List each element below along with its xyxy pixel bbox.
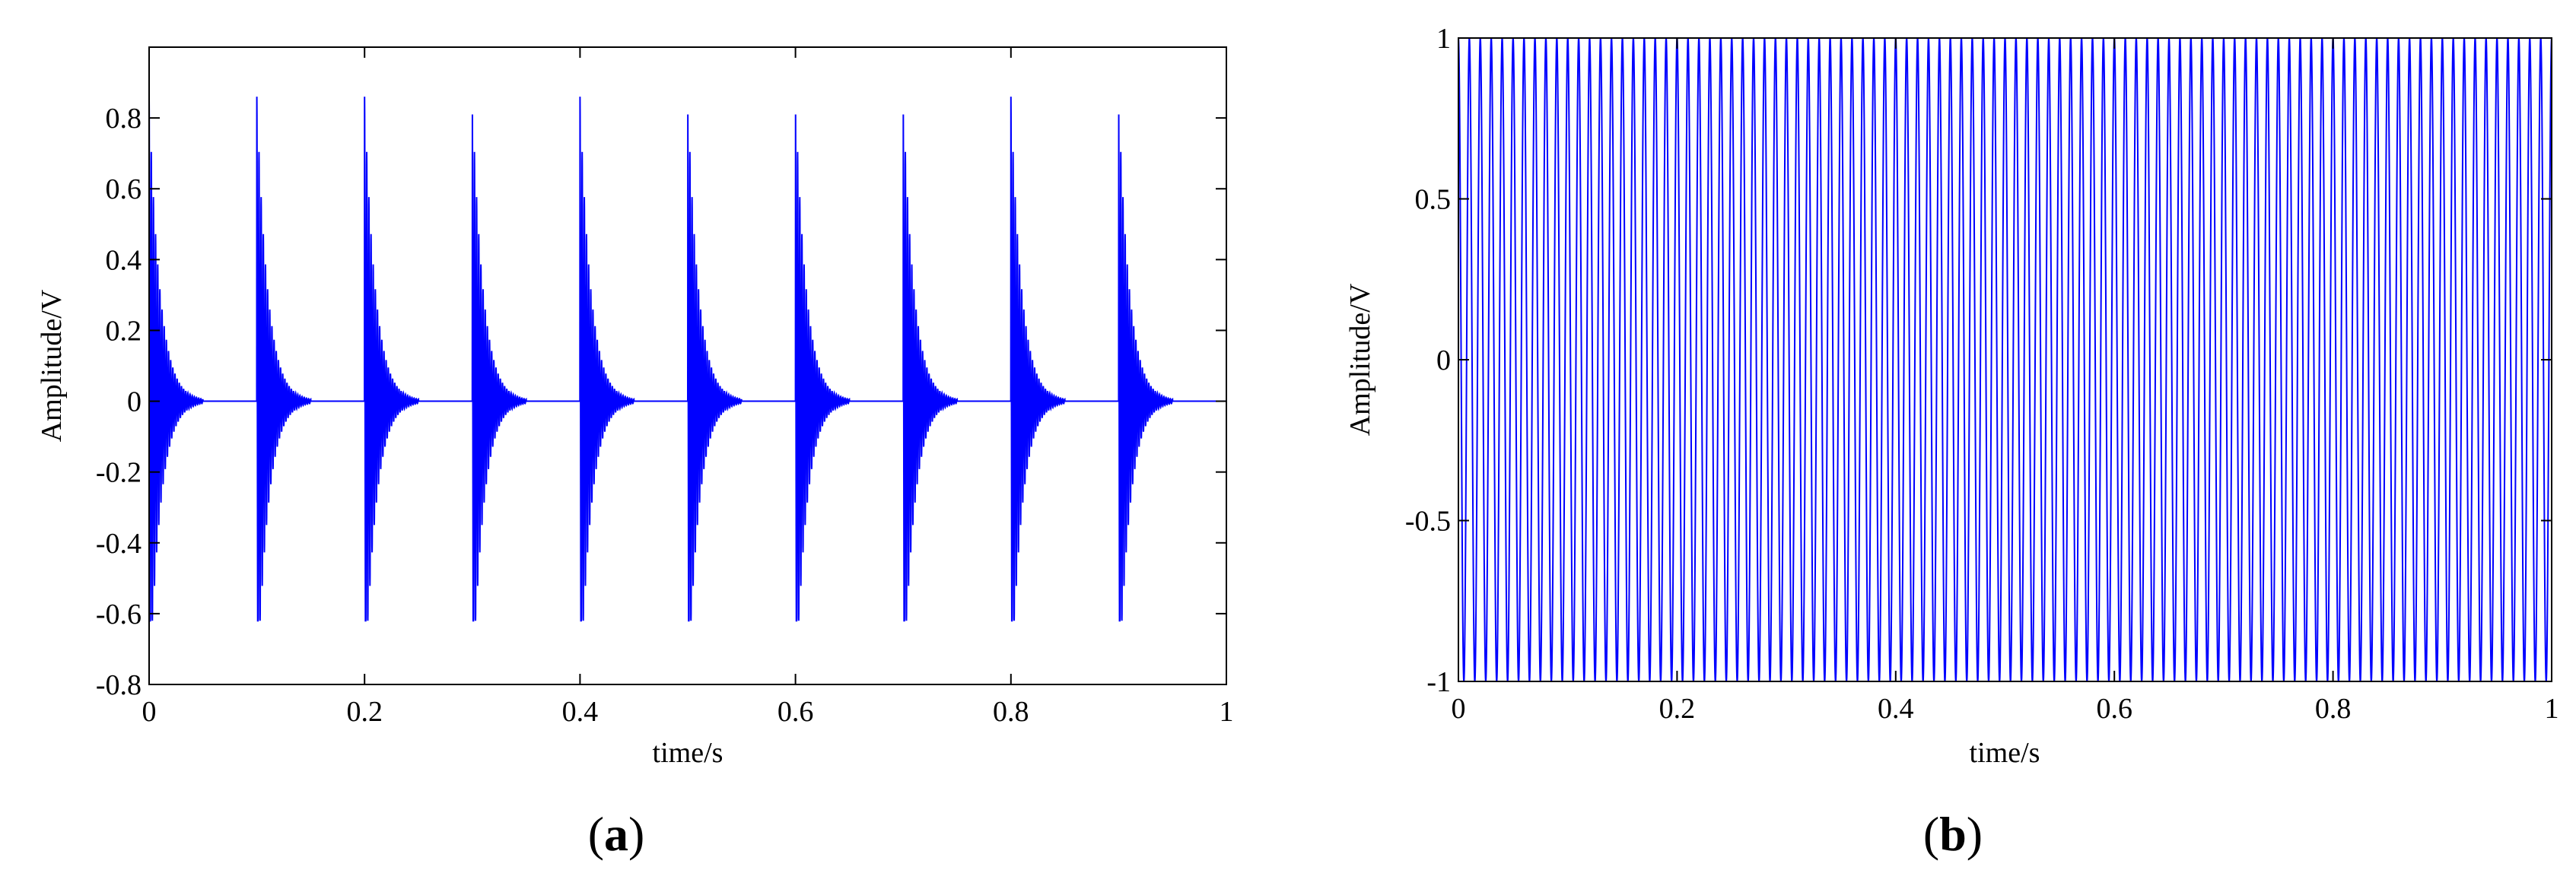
series-b-signal-line <box>1458 37 2552 682</box>
y-tick-label: -0.8 <box>96 669 142 701</box>
x-tick-label: 0.6 <box>2096 693 2132 725</box>
x-axis-a-ticks: 0 0.2 0.4 0.6 0.8 1 <box>142 47 1234 728</box>
x-tick-label: 0.4 <box>1878 693 1914 725</box>
x-tick-label: 1 <box>2545 693 2559 725</box>
y-tick-label: 0.2 <box>106 315 142 347</box>
y-axis-b-label: Amplitude/V <box>1344 283 1376 436</box>
x-tick-label: 0.2 <box>346 696 383 728</box>
x-axis-a-label: time/s <box>653 737 724 769</box>
y-tick-label: -1 <box>1426 666 1451 698</box>
x-tick-label: 0 <box>142 696 157 728</box>
x-tick-label: 0.6 <box>778 696 814 728</box>
x-tick-label: 1 <box>1220 696 1234 728</box>
y-tick-label: 0.4 <box>106 244 142 276</box>
y-axis-b-ticks: -1 -0.5 0 0.5 1 <box>1405 23 2552 698</box>
chart-b: 0 0.2 0.4 0.6 0.8 1 -1 -0.5 0 0.5 1 time/s Amplit… <box>1344 23 2559 861</box>
y-tick-label: 0.8 <box>106 103 142 135</box>
y-tick-label: -0.2 <box>96 457 142 489</box>
panel-label-b: (b) <box>1923 807 1983 861</box>
x-tick-label: 0.8 <box>2315 693 2352 725</box>
y-tick-label: 0.6 <box>106 173 142 205</box>
x-tick-label: 0.4 <box>562 696 599 728</box>
x-tick-label: 0 <box>1452 693 1466 725</box>
y-axis-a-ticks: -0.8 -0.6 -0.4 -0.2 0 0.2 0.4 0.6 0.8 <box>96 103 1226 701</box>
y-tick-label: -0.6 <box>96 599 142 630</box>
y-tick-label: -0.5 <box>1405 506 1451 538</box>
x-axis-b-ticks: 0 0.2 0.4 0.6 0.8 1 <box>1452 38 2559 725</box>
series-a-signal-line <box>148 97 1226 622</box>
x-tick-label: 0.2 <box>1659 693 1696 725</box>
plot-area-b-frame <box>1458 37 2552 682</box>
y-tick-label: 0 <box>127 386 142 418</box>
y-tick-label: -0.4 <box>96 528 142 560</box>
y-tick-label: 0 <box>1436 345 1451 376</box>
panel-label-a: (a) <box>588 807 645 861</box>
y-axis-a-label: Amplitude/V <box>36 289 68 442</box>
y-tick-label: 0.5 <box>1415 184 1452 216</box>
chart-a: 0 0.2 0.4 0.6 0.8 1 -0.8 -0.6 -0.4 -0.2 0 0.2 0.4 0.… <box>36 46 1234 861</box>
plot-area-a-frame <box>148 46 1227 685</box>
y-tick-label: 1 <box>1436 23 1451 55</box>
x-axis-b-label: time/s <box>1970 737 2040 769</box>
x-tick-label: 0.8 <box>993 696 1029 728</box>
